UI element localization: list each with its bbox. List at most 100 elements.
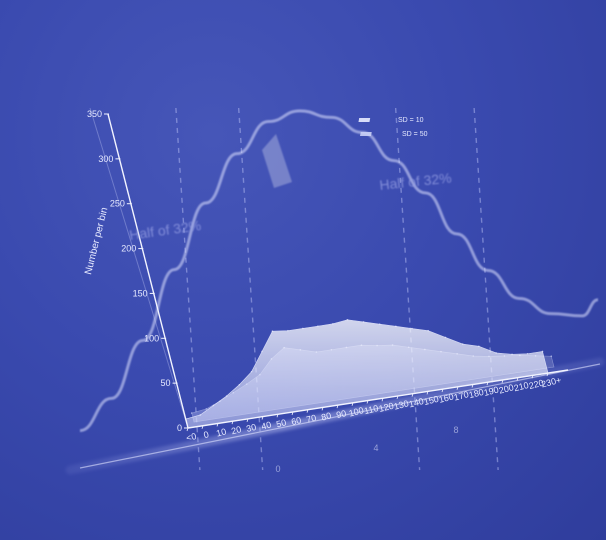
x-tick-label-7: 60	[290, 415, 302, 427]
x-tick-22	[516, 377, 519, 381]
x-tick-label-4: 30	[245, 422, 257, 434]
point-s1-24	[550, 355, 553, 358]
point-s0-18	[444, 336, 447, 339]
x-tick-0	[186, 427, 189, 432]
point-s0-14	[378, 323, 381, 325]
x-tick-label-23: 220	[528, 378, 545, 391]
x-tick-3	[231, 420, 234, 425]
point-s1-0	[190, 412, 193, 414]
x-tick-label-9: 80	[320, 410, 332, 422]
point-s0-8	[287, 329, 289, 332]
x-axis-line	[187, 369, 569, 429]
x-tick-label-3: 20	[230, 424, 242, 436]
x-tick-2	[216, 423, 219, 427]
bottom-label-0: 0	[275, 464, 280, 474]
x-tick-14	[396, 395, 399, 400]
x-tick-15	[411, 393, 414, 397]
x-tick-label-8: 70	[305, 413, 317, 425]
point-s0-13	[362, 321, 365, 323]
x-tick-label-10: 90	[335, 408, 347, 420]
peak-highlight	[262, 134, 292, 188]
curve-line	[79, 109, 599, 433]
y-tick-label-3: 150	[133, 288, 148, 298]
point-s0-22	[511, 353, 513, 356]
legend-label-1: SD = 50	[402, 131, 428, 138]
x-tick-13	[381, 398, 384, 402]
x-tick-label-24: 230+	[540, 375, 562, 390]
x-tick-5	[261, 416, 264, 420]
point-s0-6	[261, 350, 263, 353]
x-tick-label-17: 160	[438, 391, 455, 404]
point-s0-19	[461, 343, 464, 345]
x-tick-17	[441, 388, 444, 393]
y-axis-line	[107, 113, 189, 429]
x-tick-19	[471, 384, 474, 388]
y-tick-label-5: 250	[110, 199, 125, 209]
legend-label-0: SD = 10	[398, 117, 424, 124]
background-decor	[65, 107, 605, 475]
legend-swatch-1	[360, 132, 372, 136]
dashed-line-2	[394, 107, 421, 471]
x-tick-label-2: 10	[215, 426, 227, 438]
legend-swatch-0	[358, 118, 371, 122]
point-s0-11	[332, 323, 334, 325]
x-tick-11	[351, 402, 354, 406]
normal-curve	[79, 109, 599, 433]
point-s0-15	[395, 325, 397, 328]
back-axis-line	[89, 107, 189, 429]
point-s0-24	[541, 350, 544, 353]
point-s0-16	[411, 327, 413, 330]
point-s0-2	[212, 404, 215, 407]
point-s1-1	[205, 408, 208, 410]
point-s0-17	[427, 329, 429, 332]
y-tick-label-2: 100	[144, 333, 159, 343]
x-tick-label-19: 180	[468, 387, 485, 400]
point-s0-5	[250, 370, 253, 373]
point-s0-7	[271, 330, 274, 333]
x-tick-label-16: 150	[423, 394, 440, 407]
point-s0-9	[302, 327, 304, 330]
x-tick-21	[501, 379, 504, 384]
dashed-line-3	[473, 107, 499, 471]
point-s0-3	[225, 395, 228, 397]
point-s0-20	[478, 345, 480, 348]
x-tick-1	[201, 425, 204, 429]
x-tick-24	[546, 372, 549, 377]
y-tick-label-4: 200	[121, 244, 136, 254]
x-tick-label-1: 0	[203, 429, 210, 440]
x-tick-label-14: 130	[393, 398, 410, 411]
point-s0-21	[495, 352, 497, 354]
bottom-label-2: 8	[453, 425, 458, 435]
x-tick-7	[291, 411, 294, 416]
x-tick-label-12: 110	[363, 403, 379, 416]
y-axis-label: Number per bin	[83, 206, 110, 276]
x-tick-label-0: <0	[185, 431, 197, 443]
x-tick-18	[456, 386, 459, 390]
x-tick-6	[276, 414, 279, 418]
x-tick-label-22: 210	[513, 380, 530, 393]
x-tick-label-20: 190	[483, 385, 500, 398]
point-s0-12	[346, 318, 349, 321]
area-series-0	[185, 319, 549, 429]
x-tick-20	[486, 382, 489, 386]
floor-line	[79, 363, 601, 469]
x-tick-10	[336, 404, 339, 409]
histogram-areas	[184, 318, 555, 429]
x-tick-8	[306, 409, 309, 413]
x-tick-label-11: 100	[348, 405, 365, 418]
x-tick-label-15: 140	[408, 396, 425, 409]
x-tick-9	[321, 407, 324, 411]
annotation-1: Half of 32%	[379, 170, 453, 193]
x-tick-4	[246, 418, 249, 422]
x-tick-label-21: 200	[498, 382, 515, 395]
y-tick-label-1: 50	[161, 378, 171, 388]
dashed-line-0	[175, 107, 201, 471]
x-tick-16	[426, 391, 429, 395]
y-tick-label-0: 0	[177, 423, 182, 433]
x-tick-label-6: 50	[275, 417, 287, 429]
point-s0-10	[317, 325, 319, 327]
legend: SD = 10 SD = 50	[358, 117, 428, 138]
